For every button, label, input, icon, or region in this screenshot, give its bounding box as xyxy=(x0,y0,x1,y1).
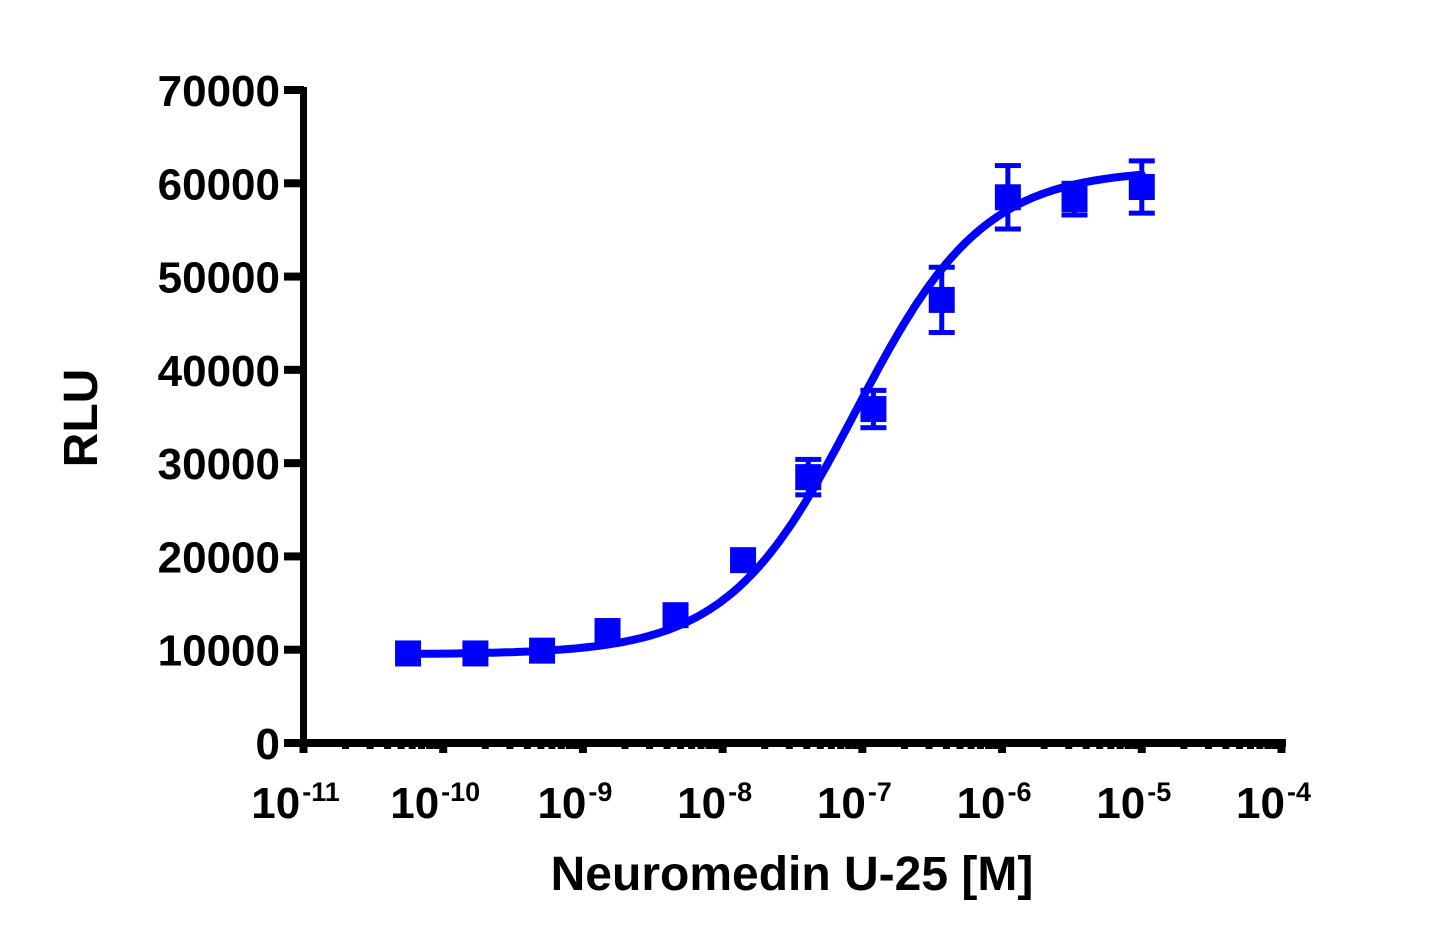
y-tick-label: 10000 xyxy=(158,627,280,676)
y-tick xyxy=(284,179,304,188)
x-tick-label: 10-9 xyxy=(537,777,612,828)
x-major-tick xyxy=(578,743,587,753)
error-bar-cap xyxy=(1128,210,1155,216)
data-point-square xyxy=(994,184,1021,211)
error-bar-cap xyxy=(928,264,955,270)
data-point-square xyxy=(594,618,621,645)
data-point-square xyxy=(462,640,489,667)
error-bar-cap xyxy=(1061,212,1088,218)
y-tick xyxy=(284,459,304,468)
data-point-square xyxy=(662,602,689,629)
data-point-square xyxy=(1128,174,1155,201)
y-tick xyxy=(284,86,304,94)
x-axis-title: Neuromedin U-25 [M] xyxy=(551,848,1034,901)
x-major-tick xyxy=(1137,743,1146,753)
data-point-square xyxy=(795,464,822,491)
error-bar-cap xyxy=(928,330,955,336)
data-markers xyxy=(395,174,1155,667)
y-axis-line xyxy=(300,87,307,747)
y-tick-label: 70000 xyxy=(158,67,280,116)
y-tick-label: 0 xyxy=(256,720,280,769)
x-axis-line xyxy=(300,739,1286,747)
error-bar-cap xyxy=(1061,180,1088,186)
y-tick-label: 30000 xyxy=(158,440,280,489)
error-bars xyxy=(795,158,1155,498)
fit-curve xyxy=(404,170,1146,658)
error-bar-cap xyxy=(795,456,822,462)
x-tick-label: 10-11 xyxy=(251,777,340,828)
data-point-square xyxy=(395,640,422,667)
error-bar-cap xyxy=(1128,158,1155,164)
data-point-square xyxy=(1061,186,1088,213)
data-point-square xyxy=(928,286,955,313)
x-tick-label: 10-5 xyxy=(1096,777,1171,828)
x-major-tick xyxy=(718,743,727,753)
y-tick xyxy=(284,552,304,561)
y-axis-title: RLU xyxy=(55,369,108,468)
x-major-tick xyxy=(439,743,448,753)
y-tick-label: 60000 xyxy=(158,160,280,209)
data-point-square xyxy=(860,396,887,423)
x-major-tick xyxy=(299,743,308,753)
x-tick-label: 10-8 xyxy=(677,777,752,828)
y-tick xyxy=(284,272,304,281)
y-tick-label: 50000 xyxy=(158,254,280,303)
data-point-square xyxy=(529,637,556,664)
y-tick xyxy=(284,365,304,374)
x-tick-label: 10-7 xyxy=(817,777,892,828)
error-bar-cap xyxy=(994,163,1021,169)
x-major-tick xyxy=(1277,743,1286,753)
y-axis-tick-labels: 0 10000 20000 30000 40000 50000 60000 70000 xyxy=(158,67,280,769)
x-major-tick xyxy=(858,743,867,753)
y-tick-label: 40000 xyxy=(158,347,280,396)
error-bar-cap xyxy=(994,226,1021,232)
error-bar-cap xyxy=(795,492,822,498)
x-major-tick xyxy=(998,743,1007,753)
data-point-square xyxy=(730,547,757,574)
y-tick-label: 20000 xyxy=(158,533,280,582)
x-tick-label: 10-10 xyxy=(390,777,480,828)
error-bar-cap xyxy=(860,425,887,431)
error-bar-cap xyxy=(860,387,887,393)
y-tick xyxy=(284,739,304,747)
x-tick-label: 10-6 xyxy=(957,777,1032,828)
y-tick xyxy=(284,645,304,654)
y-axis-ticks xyxy=(284,86,304,747)
x-tick-label: 10-4 xyxy=(1236,777,1311,828)
x-axis-tick-labels: 10-11 10-10 10-9 10-8 10-7 10-6 10-5 10-4 xyxy=(251,777,1311,828)
